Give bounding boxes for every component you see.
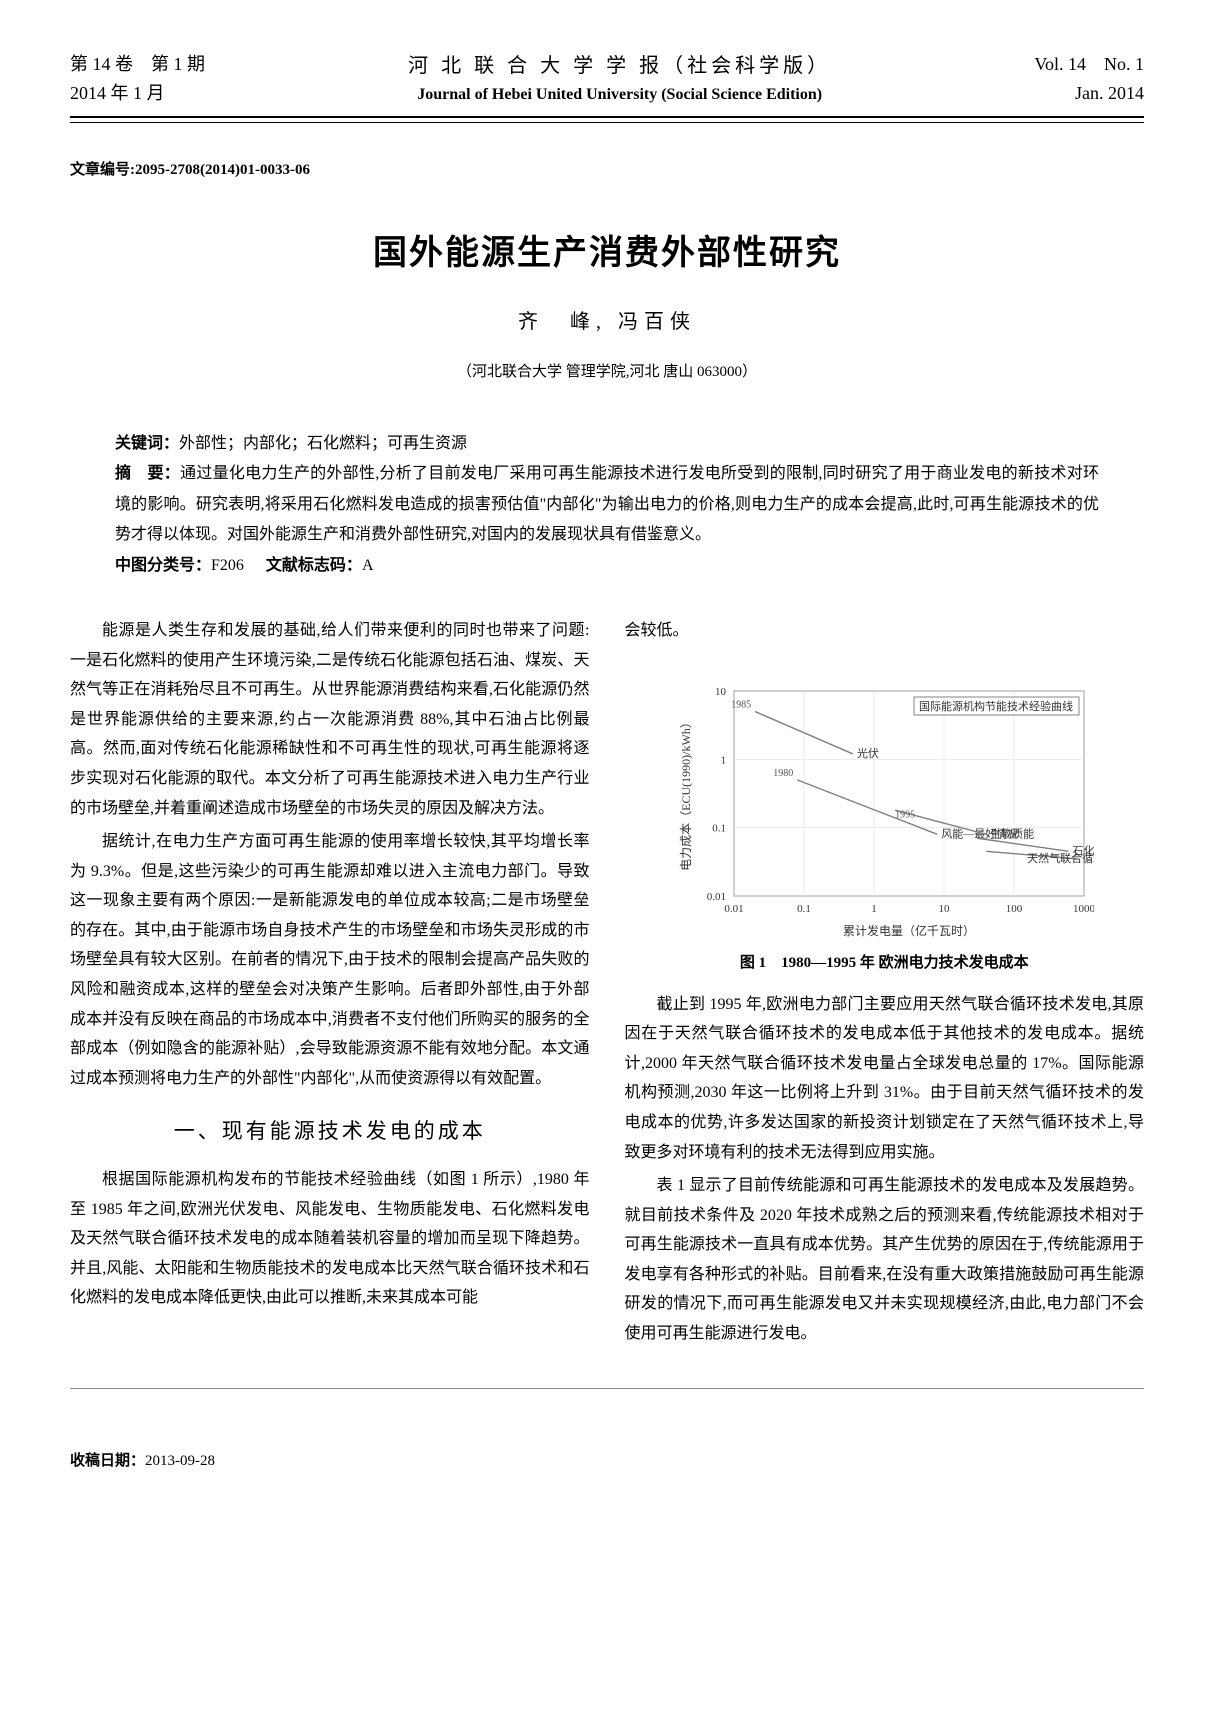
- journal-en: Journal of Hebei United University (Soci…: [408, 82, 831, 108]
- abstract-label: 摘 要：: [115, 465, 180, 482]
- para: 根据国际能源机构发布的节能技术经验曲线（如图 1 所示）,1980 年至 198…: [70, 1165, 590, 1313]
- header-rule: [70, 122, 1144, 123]
- svg-text:光伏: 光伏: [857, 745, 879, 759]
- submission-label: 收稿日期：: [70, 1453, 145, 1469]
- abstract-block: 关键词：外部性；内部化；石化燃料；可再生资源 摘 要：通过量化电力生产的外部性,…: [115, 429, 1099, 581]
- figure-1-caption: 图 1 1980—1995 年 欧洲电力技术发电成本: [625, 951, 1145, 975]
- header-left: 第 14 卷 第 1 期 2014 年 1 月: [70, 50, 205, 108]
- svg-text:1985: 1985: [731, 699, 751, 710]
- svg-text:0.01: 0.01: [725, 903, 744, 915]
- article-id: 文章编号:2095-2708(2014)01-0033-06: [70, 158, 1144, 182]
- body-columns: 能源是人类生存和发展的基础,给人们带来便利的同时也带来了问题:一是石化燃料的使用…: [70, 616, 1144, 1353]
- date-en: Jan. 2014: [1034, 79, 1144, 108]
- para: 能源是人类生存和发展的基础,给人们带来便利的同时也带来了问题:一是石化燃料的使用…: [70, 616, 590, 823]
- journal-header: 第 14 卷 第 1 期 2014 年 1 月 河 北 联 合 大 学 学 报（…: [70, 50, 1144, 118]
- doc-code: A: [362, 557, 374, 574]
- svg-text:100: 100: [1006, 903, 1023, 915]
- para: 表 1 显示了目前传统能源和可再生能源技术的发电成本及发展趋势。就目前技术条件及…: [625, 1171, 1145, 1349]
- svg-text:生物质能: 生物质能: [990, 826, 1034, 840]
- keywords-label: 关键词：: [115, 435, 179, 452]
- svg-text:0.01: 0.01: [707, 891, 726, 903]
- svg-text:1995: 1995: [895, 809, 915, 820]
- keywords: 外部性；内部化；石化燃料；可再生资源: [179, 435, 467, 452]
- svg-text:1980: 1980: [773, 767, 793, 778]
- para: 截止到 1995 年,欧洲电力部门主要应用天然气联合循环技术发电,其原因在于天然…: [625, 990, 1145, 1168]
- section-heading-1: 一、现有能源技术发电的成本: [70, 1115, 590, 1149]
- article-id-label: 文章编号: [70, 162, 130, 178]
- svg-text:1: 1: [872, 903, 878, 915]
- affiliation: （河北联合大学 管理学院,河北 唐山 063000）: [70, 360, 1144, 384]
- left-column: 能源是人类生存和发展的基础,给人们带来便利的同时也带来了问题:一是石化燃料的使用…: [70, 616, 590, 1353]
- svg-text:累计发电量（亿千瓦时）: 累计发电量（亿千瓦时）: [843, 923, 975, 938]
- submission-value: 2013-09-28: [145, 1453, 215, 1469]
- svg-text:国际能源机构节能技术经验曲线: 国际能源机构节能技术经验曲线: [919, 699, 1073, 713]
- header-right: Vol. 14 No. 1 Jan. 2014: [1034, 50, 1144, 108]
- svg-text:0.1: 0.1: [797, 903, 811, 915]
- abstract-text: 通过量化电力生产的外部性,分析了目前发电厂采用可再生能源技术进行发电所受到的限制…: [115, 465, 1099, 543]
- authors: 齐 峰, 冯百侠: [70, 306, 1144, 338]
- svg-text:天然气联合循环技术（NGCC）: 天然气联合循环技术（NGCC）: [1027, 850, 1094, 864]
- paper-title: 国外能源生产消费外部性研究: [70, 227, 1144, 281]
- svg-text:10: 10: [715, 686, 727, 698]
- clc-label: 中图分类号：: [115, 557, 211, 574]
- figure-1: 0.01 0.1 1 10 100 1000 0.01 0.1 1 10 累计发电量（亿千瓦时） 电力…: [625, 661, 1145, 975]
- date-cn: 2014 年 1 月: [70, 79, 205, 108]
- footer-rule: 收稿日期：2013-09-28: [70, 1388, 1144, 1473]
- para: 会较低。: [625, 616, 1145, 646]
- article-id-value: 2095-2708(2014)01-0033-06: [135, 162, 310, 178]
- para: 据统计,在电力生产方面可再生能源的使用率增长较快,其平均增长率为 9.3%。但是…: [70, 827, 590, 1093]
- vol-cn: 第 14 卷 第 1 期: [70, 50, 205, 79]
- svg-text:10: 10: [939, 903, 951, 915]
- chart-svg: 0.01 0.1 1 10 100 1000 0.01 0.1 1 10 累计发电量（亿千瓦时） 电力…: [674, 661, 1094, 941]
- journal-cn: 河 北 联 合 大 学 学 报（社会科学版）: [408, 50, 831, 82]
- right-column: 会较低。 0.01 0.1 1 10 100 1000 0.01 0.1 1 10 累计发电量（亿千…: [625, 616, 1145, 1353]
- submission-date: 收稿日期：2013-09-28: [70, 1449, 1144, 1473]
- header-center: 河 北 联 合 大 学 学 报（社会科学版） Journal of Hebei …: [408, 50, 831, 108]
- svg-text:电力成本（ECU(1990)/kWh）: 电力成本（ECU(1990)/kWh）: [679, 716, 693, 871]
- svg-text:0.1: 0.1: [713, 822, 727, 834]
- vol-en: Vol. 14 No. 1: [1034, 50, 1144, 79]
- clc: F206: [211, 557, 244, 574]
- svg-text:1: 1: [721, 754, 727, 766]
- doc-code-label: 文献标志码：: [266, 557, 362, 574]
- svg-text:1000: 1000: [1073, 903, 1094, 915]
